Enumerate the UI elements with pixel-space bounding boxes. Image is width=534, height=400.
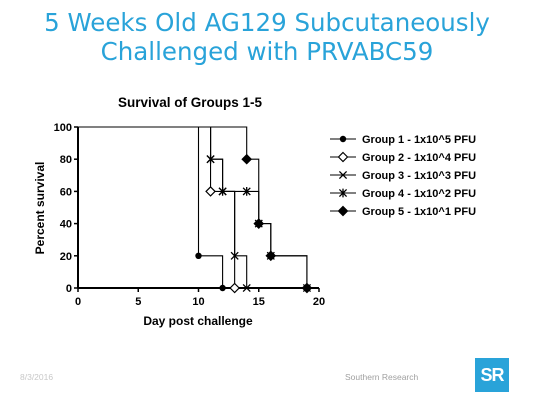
series-2-point-2 — [205, 186, 216, 197]
y-tick-label-3: 60 — [60, 186, 72, 198]
series-4-line — [78, 126, 308, 288]
x-tick-label-4: 20 — [313, 296, 325, 308]
legend-marker-5-shape — [337, 205, 349, 217]
legend-marker-4-shape — [338, 188, 348, 198]
series-5-point-2-shape — [241, 153, 253, 165]
legend-label-5: Group 5 - 1x10^1 PFU — [362, 206, 476, 218]
series-2-point-2-shape — [205, 186, 216, 197]
y-tick-label-0: 0 — [66, 283, 72, 295]
legend-entry-4: Group 4 - 1x10^2 PFU — [330, 188, 476, 200]
series-1 — [78, 126, 226, 292]
y-tick-label-2: 40 — [60, 219, 72, 231]
series-4-point-2 — [206, 154, 215, 164]
series-5-point-6 — [265, 250, 277, 262]
legend-entry-3: Group 3 - 1x10^3 PFU — [330, 170, 476, 182]
slide-title-line-2: Challenged with PRVABC59 — [100, 37, 434, 66]
series-3-point-6-shape — [230, 251, 239, 260]
chart-title: Survival of Groups 1-5 — [118, 95, 263, 110]
footer-date: 8/3/2016 — [20, 372, 54, 382]
series-1-point-4-shape — [219, 284, 226, 292]
legend-marker-2 — [337, 151, 349, 163]
x-tick-label-1: 5 — [135, 296, 141, 308]
series-3-point-6 — [230, 251, 239, 260]
y-tick-label-4: 80 — [60, 154, 72, 166]
series-5-point-6-shape — [265, 250, 277, 262]
x-tick-label-2: 10 — [192, 296, 204, 308]
legend-entry-2: Group 2 - 1x10^4 PFU — [330, 151, 476, 164]
legend-marker-3-shape — [338, 170, 348, 180]
series-1-line — [78, 126, 224, 288]
legend-marker-2-shape — [337, 151, 349, 163]
footer-organization: Southern Research — [345, 372, 419, 382]
slide-title-line-1: 5 Weeks Old AG129 Subcutaneously — [44, 8, 490, 37]
series-5-line — [78, 126, 308, 288]
slide-title: 5 Weeks Old AG129 Subcutaneously Challen… — [0, 8, 534, 66]
legend-marker-3 — [338, 170, 348, 180]
legend-label-3: Group 3 - 1x10^3 PFU — [362, 170, 476, 182]
legend-label-4: Group 4 - 1x10^2 PFU — [362, 188, 476, 200]
series-4-point-4 — [218, 187, 227, 196]
x-axis-label: Day post challenge — [143, 314, 253, 328]
series-4-point-6 — [242, 187, 251, 196]
legend-entry-1: Group 1 - 1x10^5 PFU — [330, 134, 476, 146]
series-2-point-4-shape — [229, 282, 240, 294]
legend-label-1: Group 1 - 1x10^5 PFU — [362, 134, 476, 146]
series-5-point-4 — [253, 218, 265, 229]
series-2-line — [78, 126, 236, 288]
legend-marker-4 — [338, 188, 348, 198]
series-4-point-4-shape — [218, 187, 227, 196]
series-3-point-8 — [242, 283, 251, 293]
x-tick-label-3: 15 — [253, 296, 265, 308]
series-3-point-8-shape — [242, 283, 251, 293]
series-1-point-2-shape — [195, 252, 202, 259]
y-axis-label: Percent survival — [33, 162, 47, 255]
series-4-point-2-shape — [206, 154, 215, 164]
series-1-point-4 — [219, 284, 226, 292]
series-5 — [78, 126, 313, 294]
legend-marker-1 — [339, 135, 347, 143]
series-3 — [78, 126, 251, 293]
series-5-point-2 — [241, 153, 253, 165]
series-2-point-4 — [229, 282, 240, 294]
legend-entry-5: Group 5 - 1x10^1 PFU — [330, 205, 476, 218]
series-4-point-6-shape — [242, 187, 251, 196]
series-1-point-2 — [195, 252, 202, 259]
series-4 — [78, 126, 312, 293]
series-3-line — [78, 126, 248, 288]
series-5-point-8 — [301, 282, 313, 294]
series-5-point-8-shape — [301, 282, 313, 294]
legend-marker-1-shape — [339, 135, 347, 143]
series-5-point-4-shape — [253, 218, 265, 229]
legend-marker-5 — [337, 205, 349, 217]
x-tick-label-0: 0 — [75, 296, 81, 308]
y-tick-label-5: 100 — [54, 122, 72, 134]
y-tick-label-1: 20 — [60, 251, 72, 263]
series-2 — [78, 126, 240, 294]
legend-label-2: Group 2 - 1x10^4 PFU — [362, 152, 476, 164]
sr-logo: SR — [475, 358, 509, 392]
